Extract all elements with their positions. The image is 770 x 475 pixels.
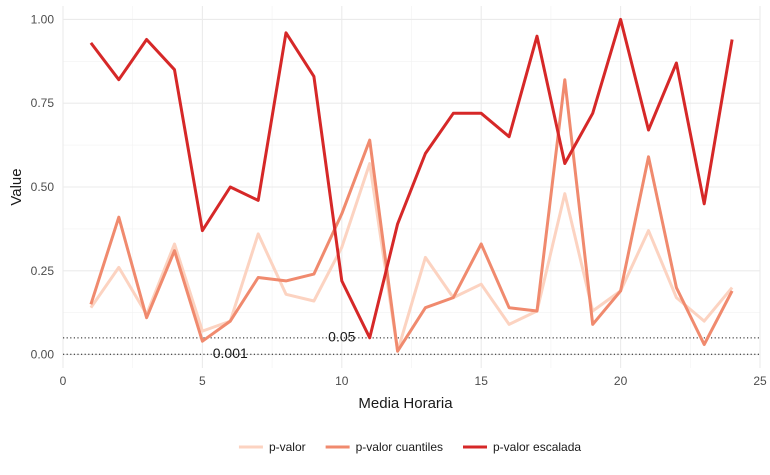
legend-label: p-valor: [269, 440, 306, 454]
axes: 0 5 10 15 20 25 0.00 0.25 0.50 0.75 1.00 Media Hora…: [8, 12, 767, 412]
x-axis-title: Media Horaria: [358, 395, 453, 412]
legend-label: p-valor escalada: [493, 440, 581, 454]
y-tick-label: 0.00: [31, 348, 55, 362]
legend-label: p-valor cuantiles: [356, 440, 443, 454]
series-line-1: [89, 162, 734, 353]
y-axis-title: Value: [8, 168, 25, 205]
x-tick-label: 20: [614, 374, 628, 388]
y-tick-label: 0.50: [31, 180, 55, 194]
y-tick-label: 1.00: [31, 12, 55, 26]
x-tick-label: 0: [60, 374, 67, 388]
y-tick-label: 0.25: [31, 264, 55, 278]
legend: p-valor p-valor cuantiles p-valor escalada: [238, 440, 581, 454]
y-tick-label: 0.75: [31, 96, 55, 110]
x-tick-label: 25: [753, 374, 767, 388]
series-lines: [89, 17, 734, 353]
x-tick-label: 15: [475, 374, 489, 388]
x-tick-label: 10: [335, 374, 349, 388]
reference-line-label: 0.001: [213, 345, 248, 361]
series-line-2: [89, 78, 734, 353]
series-line-3: [89, 17, 734, 340]
reference-lines: 0.05 0.001: [63, 329, 760, 361]
reference-line-label: 0.05: [328, 329, 355, 345]
x-tick-label: 5: [199, 374, 206, 388]
